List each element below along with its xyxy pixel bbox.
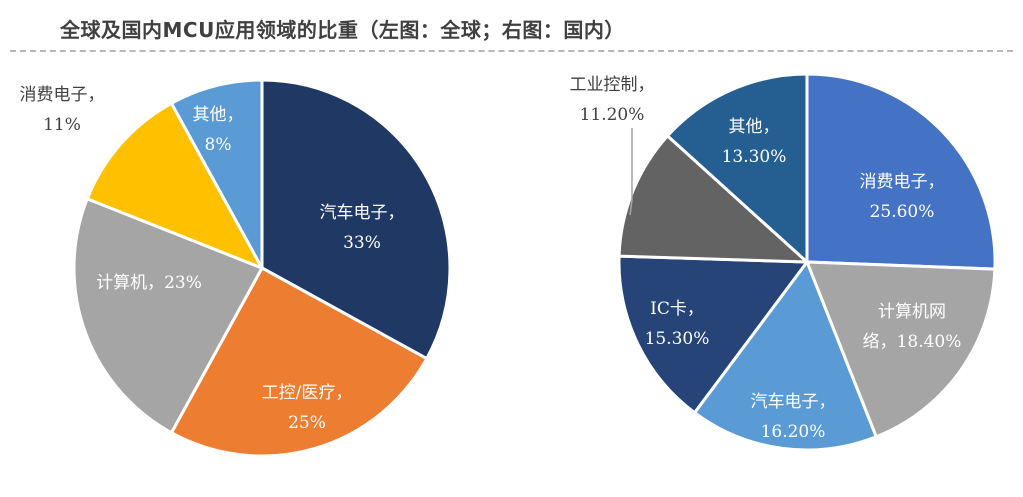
pie-slice — [665, 72, 809, 266]
slice-label: 其他， 8% — [193, 105, 244, 155]
pie-slice — [805, 72, 997, 271]
pie-slice — [85, 101, 266, 271]
slice-label: 汽车电子， 33% — [320, 203, 405, 253]
pie-slice — [72, 196, 265, 435]
pie-chart-global: 汽车电子， 33% 工控/医疗， 25% 计算机，23% 消费电子， 11% 其他， 8% — [20, 78, 452, 458]
pie-slice — [617, 254, 810, 415]
pie-slice — [169, 78, 264, 269]
page-title: 全球及国内MCU应用领域的比重（左图：全球；右图：国内） — [60, 18, 625, 42]
pie-slice — [169, 265, 429, 458]
slice-label: 汽车电子， 16.20% — [751, 392, 836, 442]
slice-label: 消费电子， 25.60% — [860, 172, 945, 222]
pie-slice — [804, 260, 997, 439]
pie-slice — [692, 258, 879, 452]
title-divider — [10, 50, 1013, 52]
pie-slice — [260, 78, 452, 361]
slice-label: 其他， 13.30% — [722, 117, 787, 167]
slice-label: 工业控制， 11.20% — [570, 75, 655, 125]
slice-label: 消费电子， 11% — [20, 85, 105, 135]
slice-label: 计算机，23% — [96, 273, 202, 293]
pie-chart-domestic: 消费电子， 25.60% 计算机网络，18.40% 汽车电子， 16.20% IC卡， 15… — [570, 72, 997, 452]
slice-label: IC卡， 15.30% — [645, 299, 710, 349]
slice-label: 工控/医疗， 25% — [262, 383, 353, 433]
leader-line — [629, 128, 633, 216]
slice-label: 计算机网络，18.40% — [863, 302, 962, 352]
